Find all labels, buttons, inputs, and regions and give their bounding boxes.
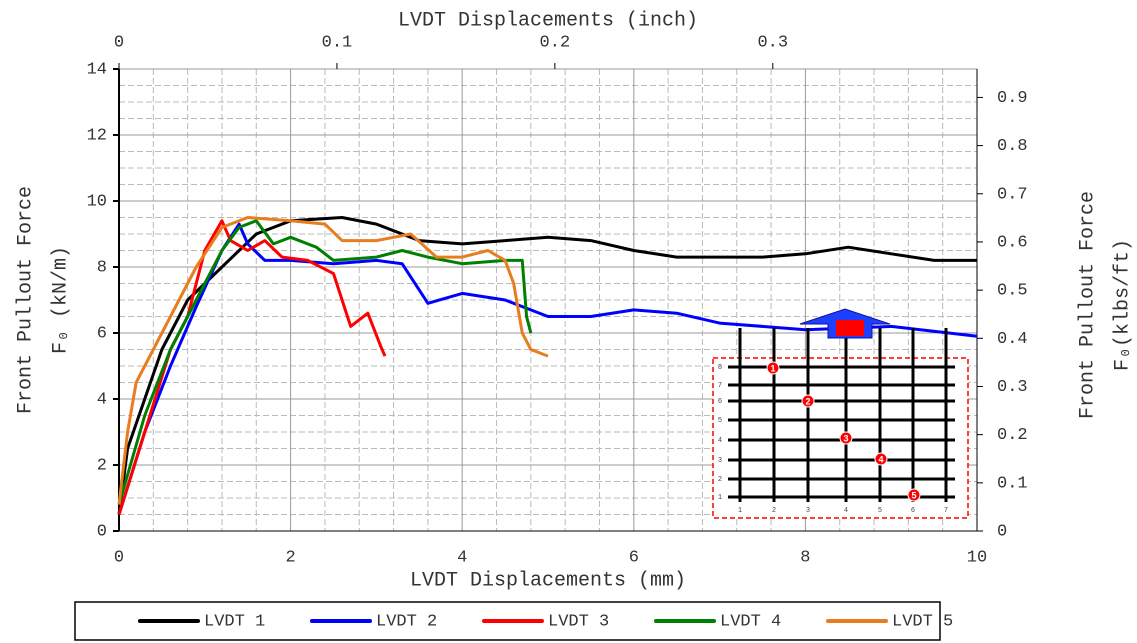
legend-label: LVDT 1 (204, 612, 265, 631)
x2-tick-label: 0.2 (540, 33, 571, 52)
y-tick-label: 2 (97, 456, 107, 475)
inset-row-label: 4 (718, 437, 722, 445)
lvdt-marker (839, 431, 853, 445)
inset-col-label: 2 (772, 507, 776, 515)
data-line (117, 216, 977, 515)
x-tick-label: 6 (629, 548, 639, 567)
inset-col-label: 5 (878, 507, 882, 515)
inset-col-label: 1 (738, 507, 742, 515)
lvdt-marker-label: 2 (805, 396, 810, 406)
y-axis-label: F₀ (kN/m) (49, 246, 72, 354)
inset-row-label: 8 (718, 364, 722, 372)
legend-label: LVDT 5 (892, 612, 953, 631)
x-axis-label: LVDT Displacements (mm) (410, 569, 686, 592)
data-line (117, 216, 549, 505)
inset-col-label: 4 (844, 507, 848, 515)
y2-tick-label: 0.4 (997, 330, 1028, 349)
y-tick-label: 0 (97, 522, 107, 541)
inset-row-label: 5 (718, 417, 722, 425)
legend-label: LVDT 3 (548, 612, 609, 631)
y2-axis-label: F₀(klbs/ft) (1111, 239, 1134, 371)
inset-row-label: 3 (718, 457, 722, 465)
y2-tick-label: 0.3 (997, 378, 1028, 397)
lvdt-marker-label: 3 (843, 433, 848, 443)
y2-tick-label: 0.2 (997, 426, 1028, 445)
x2-tick-label: 0.1 (322, 33, 353, 52)
lvdt-marker (766, 361, 780, 375)
y-tick-label: 6 (97, 324, 107, 343)
inset-col-label: 7 (944, 507, 948, 515)
inset-row-label: 6 (718, 398, 722, 406)
y2-tick-label: 0.8 (997, 137, 1028, 156)
x-tick-label: 4 (457, 548, 467, 567)
inset-col-label: 3 (806, 507, 810, 515)
inset-diagram: 1 2 3 4 5 6 7 8 1 2 3 4 5 6 7 1 2 3 4 5 (712, 308, 969, 519)
inset-col-label: 6 (911, 507, 915, 515)
inset-row-label: 1 (718, 494, 722, 502)
x2-tick-label: 0.3 (757, 33, 788, 52)
y2-tick-label: 0.9 (997, 89, 1028, 108)
y-tick-label: 12 (87, 126, 107, 145)
inset-row-label: 2 (718, 476, 722, 484)
y-tick-label: 4 (97, 390, 107, 409)
x2-axis-label: LVDT Displacements (inch) (398, 9, 698, 32)
y-axis-label: Front Pullout Force (14, 186, 37, 414)
lvdt-marker-label: 5 (911, 490, 916, 500)
y-tick-label: 10 (87, 192, 107, 211)
y2-tick-label: 0.5 (997, 282, 1028, 301)
legend-label: LVDT 4 (720, 612, 781, 631)
x-tick-label: 2 (285, 548, 295, 567)
lvdt-marker-label: 1 (770, 363, 775, 373)
y2-tick-label: 0.1 (997, 474, 1028, 493)
legend-label: LVDT 2 (376, 612, 437, 631)
clamp (836, 320, 864, 336)
y2-tick-label: 0 (997, 522, 1007, 541)
lvdt-marker-label: 4 (878, 454, 883, 464)
y-tick-label: 14 (87, 60, 107, 79)
lvdt-marker (874, 452, 888, 466)
x-tick-label: 8 (800, 548, 810, 567)
inset-row-label: 7 (718, 382, 722, 390)
y-tick-label: 8 (97, 258, 107, 277)
x-tick-label: 10 (967, 548, 987, 567)
x2-tick-label: 0 (114, 33, 124, 52)
x-tick-label: 0 (114, 548, 124, 567)
lvdt-marker (907, 488, 921, 502)
y2-axis-label: Front Pullout Force (1076, 191, 1099, 419)
y2-tick-label: 0.7 (997, 185, 1028, 204)
lvdt-marker (801, 394, 815, 408)
y2-tick-label: 0.6 (997, 233, 1028, 252)
